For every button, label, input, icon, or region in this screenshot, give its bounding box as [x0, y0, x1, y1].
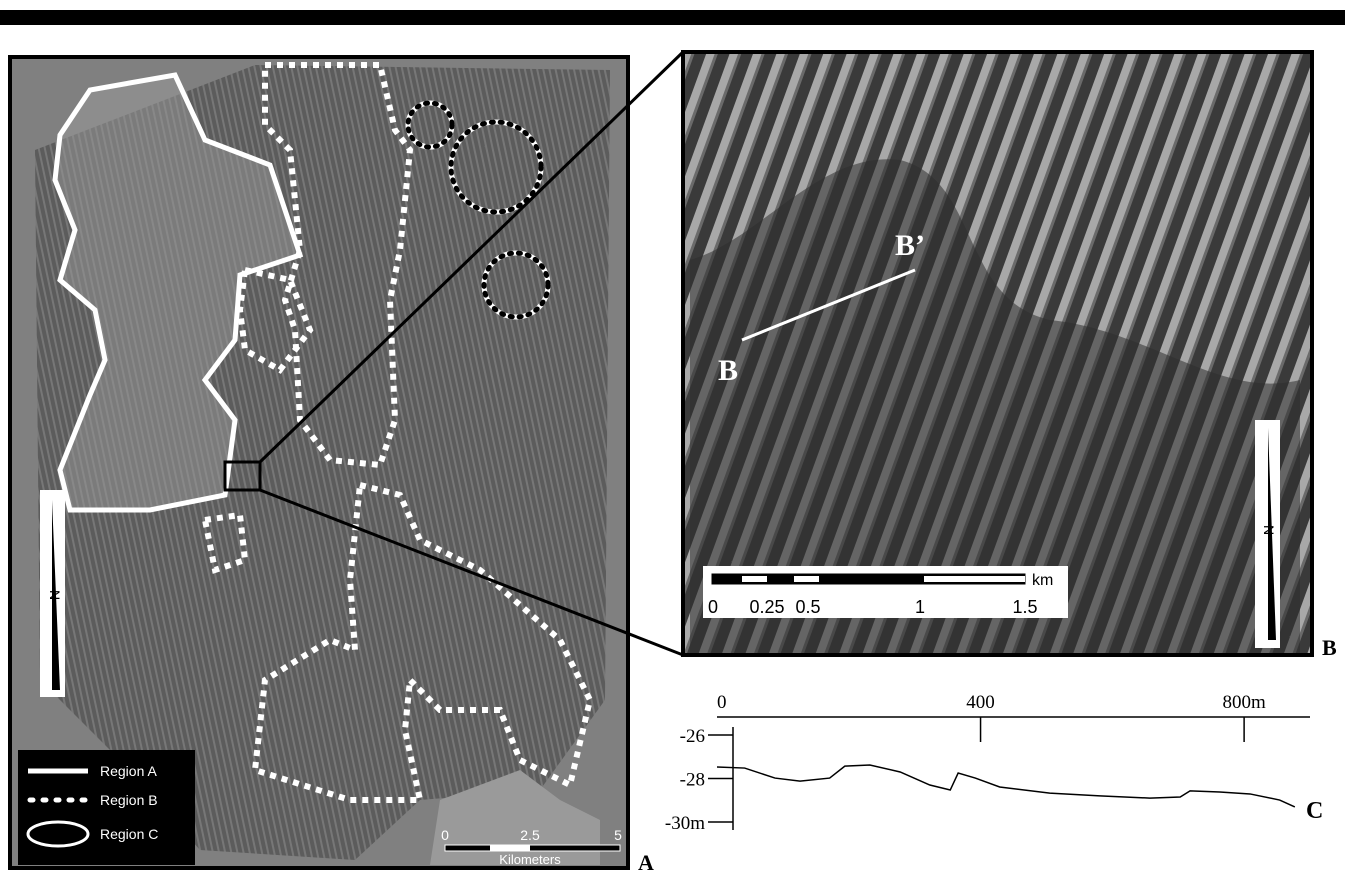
- scale-bar-segment: [924, 576, 1025, 582]
- top-bar: [0, 10, 1345, 25]
- scale-label: 2.5: [520, 827, 540, 843]
- x-tick-label: 400: [966, 692, 995, 713]
- scale-bar-segment: [490, 845, 530, 851]
- scale-bar: [445, 845, 620, 851]
- legend-label: Region A: [100, 763, 157, 779]
- y-tick-label: -30m: [665, 813, 705, 834]
- north-label: N: [1261, 525, 1277, 535]
- north-label: N: [47, 590, 63, 600]
- y-tick-label: -26: [680, 726, 705, 747]
- legend-label: Region C: [100, 826, 158, 842]
- scale-bar-segment: [794, 576, 819, 582]
- scale-bar-segment: [742, 576, 767, 582]
- panel-a: N Region A Region B Region C 0 2.5 5 Kil…: [10, 57, 654, 873]
- scale-label: 1.5: [1012, 597, 1037, 617]
- scale-label: 0.25: [749, 597, 784, 617]
- scale-unit: Kilometers: [499, 852, 561, 867]
- panel-label: C: [1306, 798, 1323, 824]
- panel-label: B: [1322, 635, 1337, 660]
- panel-c: C 0 400 800m -26 -28 -30m: [665, 692, 1323, 834]
- x-tick-label: 800m: [1222, 692, 1266, 713]
- y-tick-label: -28: [680, 770, 705, 791]
- figure: N Region A Region B Region C 0 2.5 5 Kil…: [0, 0, 1345, 873]
- point-label: B: [718, 354, 738, 387]
- scale-label: 5: [614, 827, 622, 843]
- scale-label: 0: [441, 827, 449, 843]
- legend-label: Region B: [100, 792, 158, 808]
- scale-label: 1: [915, 597, 925, 617]
- profile: [717, 765, 1295, 807]
- scale-unit: km: [1032, 572, 1053, 589]
- panel-b: B B’ 0 0.25 0.5 1 1.5 km N B: [683, 52, 1337, 660]
- panel-label: A: [638, 850, 654, 873]
- x-tick-label: 0: [717, 692, 727, 713]
- scale-label: 0: [708, 597, 718, 617]
- point-label: B’: [895, 229, 925, 262]
- scale-label: 0.5: [795, 597, 820, 617]
